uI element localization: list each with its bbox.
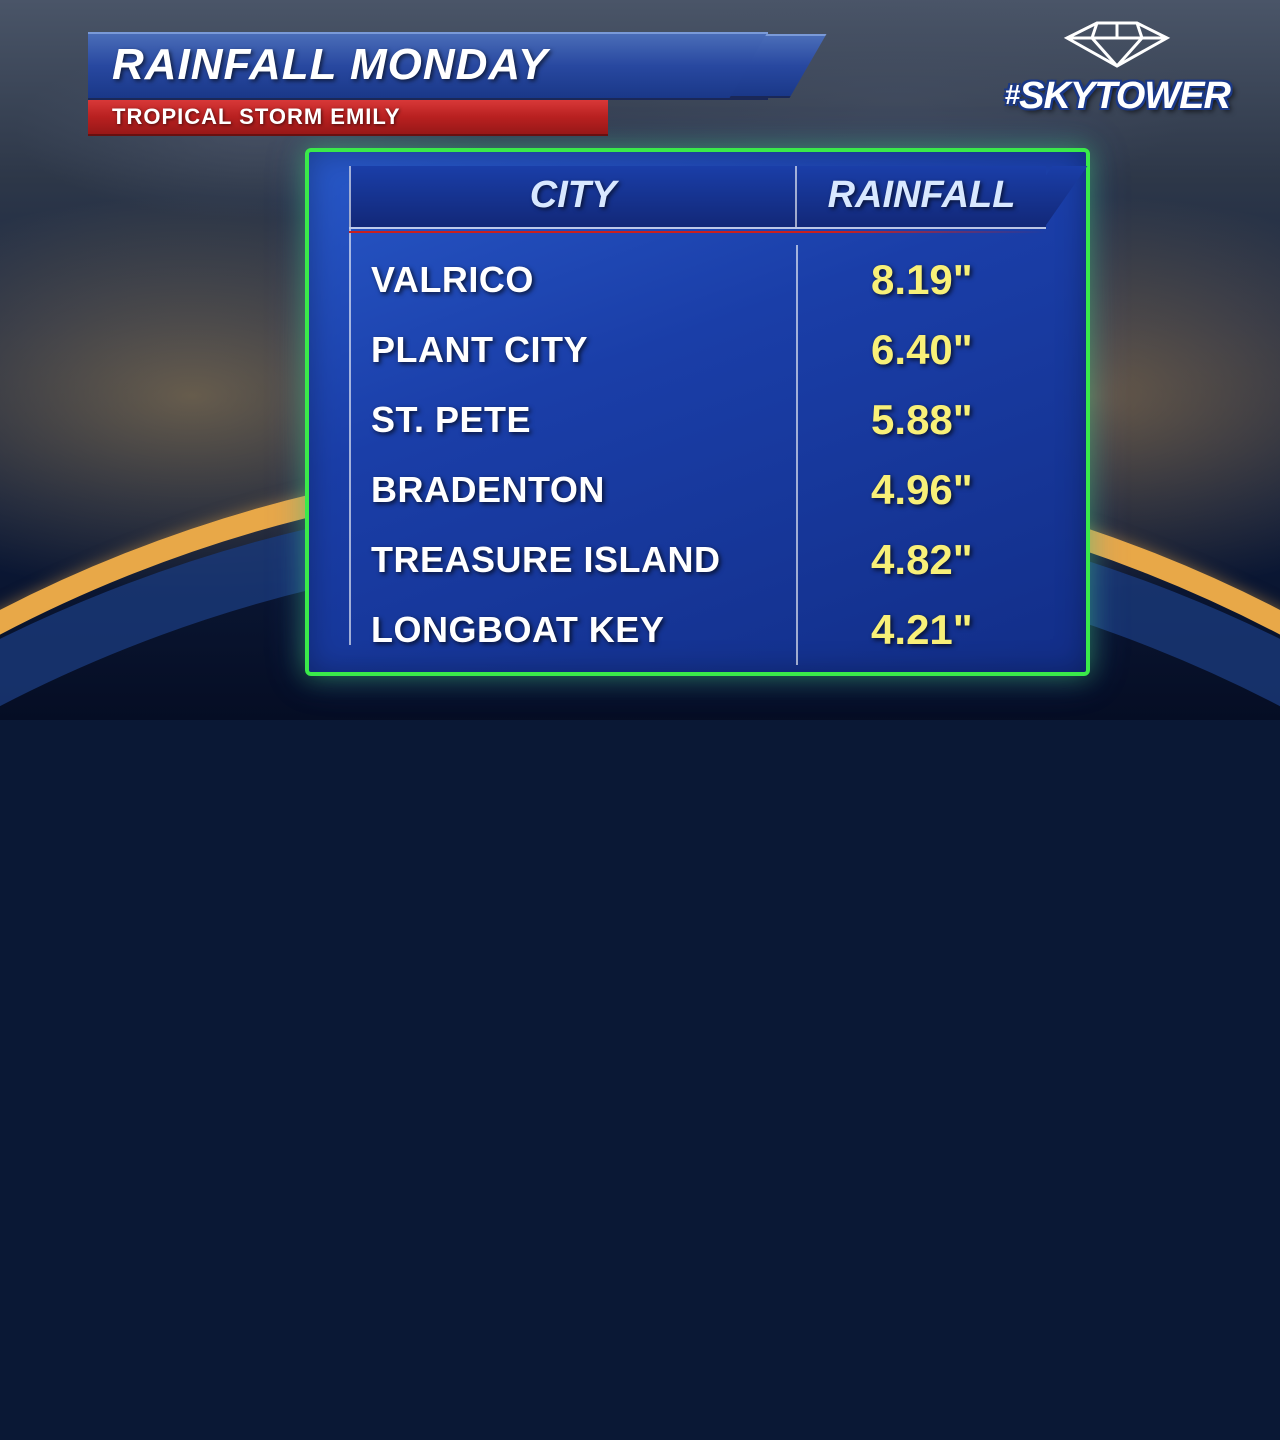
table-row: BRADENTON 4.96" xyxy=(351,455,1046,525)
logo-text: #SKYTOWER xyxy=(1005,75,1230,118)
rainfall-value: 6.40" xyxy=(796,315,1046,385)
city-name: VALRICO xyxy=(351,259,796,301)
header-city: CITY xyxy=(349,166,795,227)
title-sub: TROPICAL STORM EMILY xyxy=(88,100,608,136)
rainfall-value: 4.82" xyxy=(796,525,1046,595)
diamond-icon xyxy=(1047,18,1187,68)
city-name: LONGBOAT KEY xyxy=(351,609,796,651)
city-name: TREASURE ISLAND xyxy=(351,539,796,581)
city-name: ST. PETE xyxy=(351,399,796,441)
table-row: PLANT CITY 6.40" xyxy=(351,315,1046,385)
city-name: BRADENTON xyxy=(351,469,796,511)
table-row: VALRICO 8.19" xyxy=(351,245,1046,315)
rainfall-value: 4.96" xyxy=(796,455,1046,525)
rainfall-value: 8.19" xyxy=(796,245,1046,315)
city-name: PLANT CITY xyxy=(351,329,796,371)
rainfall-value: 5.88" xyxy=(796,385,1046,455)
header-rainfall: RAINFALL xyxy=(795,166,1046,227)
title-bar: RAINFALL MONDAY TROPICAL STORM EMILY xyxy=(88,32,768,136)
rainfall-data-panel: CITY RAINFALL VALRICO 8.19" PLANT CITY 6… xyxy=(305,148,1090,676)
skytower-logo: #SKYTOWER xyxy=(1005,18,1230,118)
table-row: TREASURE ISLAND 4.82" xyxy=(351,525,1046,595)
rainfall-value: 4.21" xyxy=(796,595,1046,665)
title-main: RAINFALL MONDAY xyxy=(88,32,768,100)
table-row: ST. PETE 5.88" xyxy=(351,385,1046,455)
table-header: CITY RAINFALL xyxy=(349,166,1046,229)
table-row: LONGBOAT KEY 4.21" xyxy=(351,595,1046,665)
table-body: VALRICO 8.19" PLANT CITY 6.40" ST. PETE … xyxy=(349,229,1046,645)
